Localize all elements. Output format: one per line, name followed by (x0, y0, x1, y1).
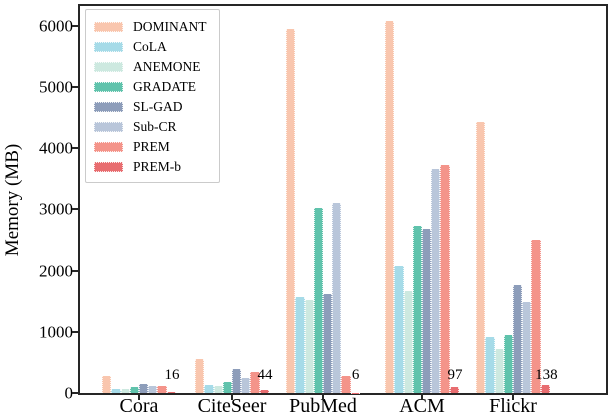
bar-prem-b-flickr (540, 384, 550, 393)
bar-sl-gad-citeseer (232, 369, 242, 393)
bar-prem-b-cora (166, 392, 176, 393)
value-annotation-pubmed: 6 (351, 367, 360, 383)
legend-swatch-dominant (94, 22, 123, 32)
legend-label-sl-gad: SL-GAD (133, 99, 183, 115)
x-tick-mark (138, 395, 140, 400)
bar-gradate-pubmed (313, 208, 323, 393)
bar-sl-gad-flickr (513, 284, 523, 393)
bar-anemone-citeseer (213, 385, 223, 393)
y-tick-label-2000: 2000 (39, 261, 73, 280)
value-annotation-citeseer: 44 (257, 367, 273, 383)
legend-item-gradate: GRADATE (94, 77, 211, 97)
y-axis-title: Memory (MB) (2, 143, 23, 257)
bar-prem-acm (440, 165, 450, 393)
plot-area: 16 44 6 97 138 (78, 4, 608, 395)
legend-swatch-prem (94, 142, 123, 152)
legend-item-prem: PREM (94, 137, 211, 157)
value-annotation-acm: 97 (447, 367, 463, 383)
legend-swatch-sl-gad (94, 102, 123, 112)
value-annotation-cora: 16 (164, 367, 180, 383)
y-tick-mark (72, 269, 78, 272)
bar-prem-b-citeseer (259, 390, 269, 393)
bar-anemone-pubmed (304, 299, 314, 393)
bar-prem-citeseer (250, 372, 260, 393)
bar-cola-cora (111, 389, 121, 393)
legend-item-sl-gad: SL-GAD (94, 97, 211, 117)
y-tick-label-3000: 3000 (39, 199, 73, 219)
bar-sl-gad-acm (422, 228, 432, 393)
bar-sub-cr-pubmed (332, 203, 342, 393)
y-tick-label-0: 0 (64, 383, 74, 403)
bars-container: 16 44 6 97 138 (80, 6, 606, 393)
bar-prem-b-pubmed (350, 392, 360, 393)
y-tick-mark (72, 85, 78, 88)
legend-label-dominant: DOMINANT (133, 19, 207, 35)
bar-cola-acm (394, 265, 404, 393)
bar-dominant-acm (385, 20, 395, 393)
legend-label-sub-cr: Sub-CR (133, 119, 177, 135)
bar-gradate-cora (129, 387, 139, 393)
bar-cola-pubmed (295, 297, 305, 393)
bar-gradate-flickr (503, 335, 513, 393)
y-tick-mark (72, 330, 78, 333)
bar-prem-pubmed (341, 375, 351, 393)
x-category-label-citeseer: CiteSeer (197, 395, 267, 417)
x-category-label-pubmed: PubMed (289, 395, 357, 417)
legend-swatch-cola (94, 42, 123, 52)
bar-sub-cr-acm (431, 168, 441, 393)
legend-swatch-prem-b (94, 162, 123, 172)
bar-sub-cr-citeseer (241, 377, 251, 393)
bar-anemone-acm (403, 290, 413, 393)
y-tick-mark (72, 24, 78, 27)
x-category-label-cora: Cora (119, 395, 159, 417)
legend-swatch-sub-cr (94, 122, 123, 132)
bar-cola-citeseer (204, 384, 214, 393)
x-category-label-flickr: Flickr (489, 395, 537, 417)
x-tick-mark (421, 395, 423, 400)
y-tick-label-1000: 1000 (39, 322, 73, 342)
legend-label-cola: CoLA (133, 39, 167, 55)
legend: DOMINANT CoLA ANEMONE GRADATE SL-GAD Sub-CR PR… (85, 9, 220, 183)
value-annotation-flickr: 138 (535, 367, 558, 383)
bar-prem-cora (157, 386, 167, 393)
legend-label-prem: PREM (133, 139, 170, 155)
x-tick-mark (512, 395, 514, 400)
bar-sub-cr-flickr (522, 301, 532, 393)
legend-item-prem-b: PREM-b (94, 157, 211, 177)
y-tick-mark (72, 392, 78, 394)
x-tick-mark (231, 395, 233, 400)
bar-sl-gad-pubmed (323, 293, 333, 393)
y-tick-mark (72, 208, 78, 211)
legend-item-dominant: DOMINANT (94, 17, 211, 37)
x-tick-mark (322, 395, 324, 400)
bar-cola-flickr (485, 337, 495, 393)
bar-dominant-flickr (476, 122, 486, 393)
bar-sub-cr-cora (148, 385, 158, 393)
bar-prem-b-acm (449, 387, 459, 393)
legend-swatch-anemone (94, 62, 123, 72)
legend-label-prem-b: PREM-b (133, 159, 182, 175)
y-tick-label-6000: 6000 (39, 16, 73, 35)
y-tick-label-5000: 5000 (39, 77, 73, 97)
legend-swatch-gradate (94, 82, 123, 92)
legend-item-cola: CoLA (94, 37, 211, 57)
y-tick-label-4000: 4000 (39, 138, 73, 158)
bar-dominant-cora (102, 375, 112, 393)
legend-label-gradate: GRADATE (133, 79, 196, 95)
x-category-label-acm: ACM (399, 395, 445, 417)
legend-label-anemone: ANEMONE (133, 59, 201, 75)
bar-dominant-citeseer (195, 358, 205, 393)
legend-item-sub-cr: Sub-CR (94, 117, 211, 137)
bar-gradate-acm (412, 226, 422, 393)
bar-anemone-cora (120, 389, 130, 393)
bar-sl-gad-cora (139, 383, 149, 393)
bar-prem-flickr (531, 239, 541, 393)
bar-dominant-pubmed (286, 28, 296, 393)
legend-item-anemone: ANEMONE (94, 57, 211, 77)
bar-anemone-flickr (494, 348, 504, 393)
y-tick-mark (72, 147, 78, 149)
bar-gradate-citeseer (222, 381, 232, 393)
